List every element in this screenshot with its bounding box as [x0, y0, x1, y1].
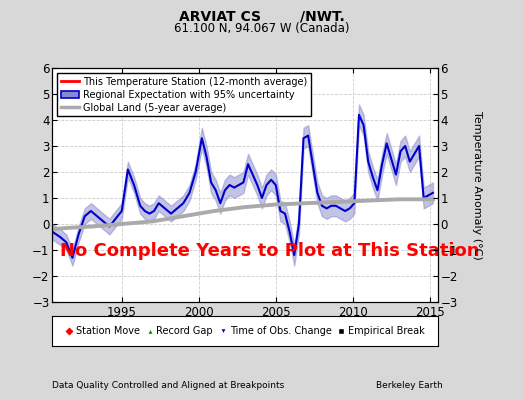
Text: No Complete Years to Plot at This Station: No Complete Years to Plot at This Statio… [60, 242, 479, 260]
Text: 61.100 N, 94.067 W (Canada): 61.100 N, 94.067 W (Canada) [174, 22, 350, 35]
Legend: Station Move, Record Gap, Time of Obs. Change, Empirical Break: Station Move, Record Gap, Time of Obs. C… [61, 322, 429, 340]
Legend: This Temperature Station (12-month average), Regional Expectation with 95% uncer: This Temperature Station (12-month avera… [57, 73, 311, 116]
Text: Data Quality Controlled and Aligned at Breakpoints: Data Quality Controlled and Aligned at B… [52, 381, 285, 390]
Text: ARVIAT CS        /NWT.: ARVIAT CS /NWT. [179, 10, 345, 24]
Y-axis label: Temperature Anomaly (°C): Temperature Anomaly (°C) [472, 111, 482, 259]
Text: Berkeley Earth: Berkeley Earth [376, 381, 443, 390]
